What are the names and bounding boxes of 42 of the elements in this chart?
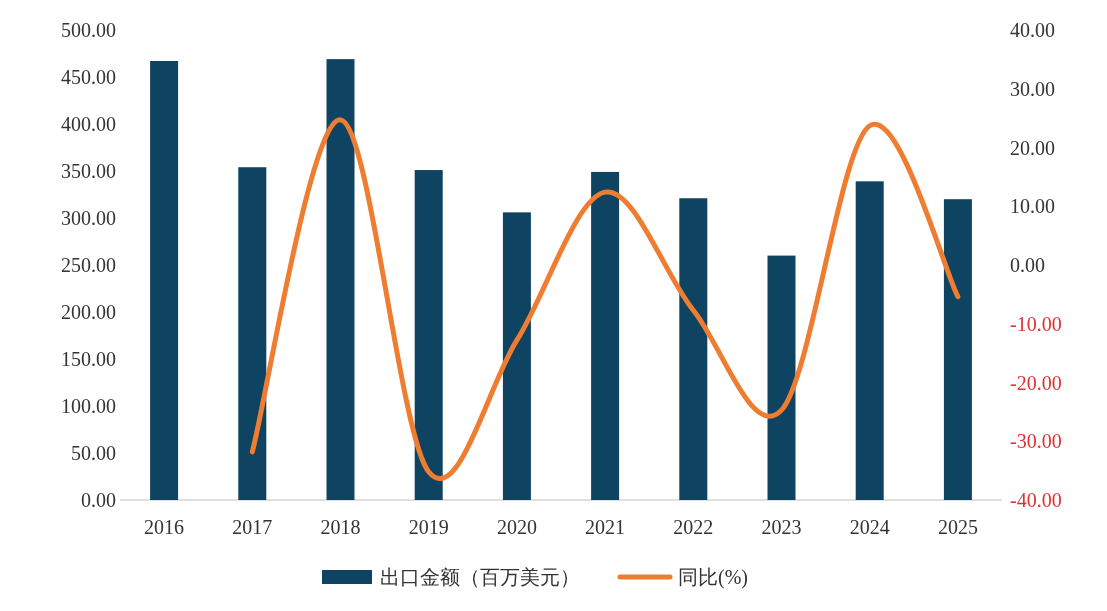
x-tick-label: 2023 [761, 516, 802, 538]
bar [414, 170, 443, 500]
y2-tick-label: -10.00 [1010, 312, 1062, 335]
bar [150, 61, 179, 500]
bar [326, 59, 355, 500]
y-tick-label: 400.00 [61, 113, 116, 135]
y-tick-label: 200.00 [61, 301, 116, 323]
x-tick-label: 2021 [585, 516, 626, 538]
x-tick-label: 2022 [673, 516, 714, 538]
bar [943, 199, 972, 500]
x-tick-label: 2017 [232, 516, 273, 538]
bar [679, 198, 708, 500]
y-tick-label: 150.00 [61, 348, 116, 370]
y2-tick-label: -40.00 [1010, 489, 1062, 511]
bar [591, 171, 620, 500]
y2-tick-label: 40.00 [1010, 19, 1055, 41]
x-tick-label: 2019 [408, 516, 449, 538]
bar [502, 212, 531, 500]
bar [238, 167, 267, 500]
x-tick-label: 2020 [496, 516, 537, 538]
y-tick-label: 450.00 [61, 66, 116, 88]
y-tick-label: 50.00 [71, 442, 116, 464]
legend-label: 出口金额（百万美元） [380, 566, 580, 588]
y-tick-label: 250.00 [61, 254, 116, 276]
y2-tick-label: -30.00 [1010, 430, 1062, 453]
y2-tick-label: 20.00 [1010, 136, 1055, 159]
y2-tick-label: 30.00 [1010, 77, 1055, 100]
y-tick-label: 300.00 [61, 207, 116, 229]
y2-tick-label: -20.00 [1010, 371, 1062, 394]
x-tick-label: 2024 [849, 516, 890, 538]
y2-tick-label: 0.00 [1010, 254, 1045, 276]
x-tick-label: 2025 [937, 516, 978, 538]
y-tick-label: 0.00 [81, 489, 116, 511]
y-tick-label: 350.00 [61, 160, 116, 182]
x-tick-label: 2018 [320, 516, 361, 538]
bar [767, 255, 796, 500]
bar [855, 181, 884, 500]
x-tick-label: 2016 [144, 516, 185, 538]
legend-label: 同比(%) [678, 566, 748, 589]
y2-tick-label: 10.00 [1010, 195, 1055, 218]
y-tick-label: 100.00 [61, 395, 116, 417]
y-tick-label: 500.00 [61, 19, 116, 41]
